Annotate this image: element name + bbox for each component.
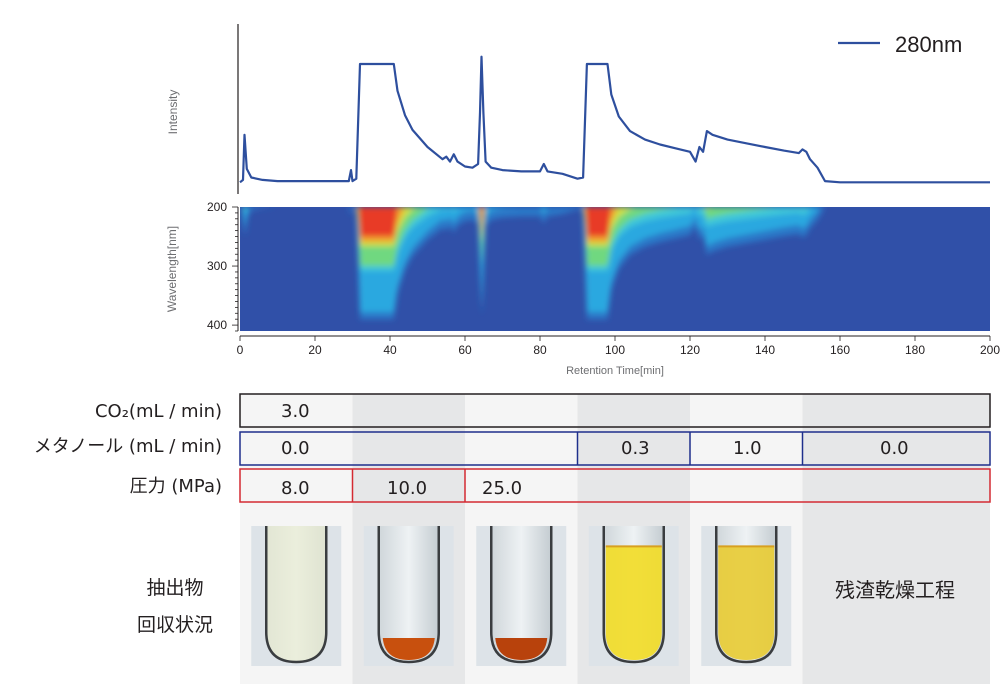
pressure-label: 圧力 (MPa) <box>129 476 222 497</box>
tube-outline <box>602 526 665 664</box>
intensity-panel: Intensity 280nm <box>166 24 990 194</box>
tube-glass <box>378 526 439 662</box>
y-tick-label-400: 400 <box>207 318 227 332</box>
methanol-value-3: 1.0 <box>733 438 762 459</box>
x-tick-label-160: 160 <box>830 343 850 357</box>
heatmap-contour-3 <box>240 207 990 271</box>
x-axis-label: Retention Time[min] <box>566 365 664 377</box>
x-tick-label-0: 0 <box>237 343 244 357</box>
x-tick-label-60: 60 <box>458 343 472 357</box>
background-band-6 <box>802 394 990 684</box>
condition-row-1 <box>239 393 991 428</box>
co2-value: 3.0 <box>281 401 310 422</box>
heatmap-contour-7 <box>240 207 990 237</box>
methanol-flow-label: メタノール (mL / min) <box>33 436 222 457</box>
extract-label-line-2: 回収状況 <box>136 614 213 636</box>
condition-table <box>239 393 991 503</box>
tube-outline <box>377 526 440 664</box>
extract-label-line-1: 抽出物 <box>146 577 204 599</box>
x-tick-label-40: 40 <box>383 343 397 357</box>
legend: 280nm <box>838 32 962 57</box>
heatmap-panel: 200 300 400 0 20 40 60 80 100 120 140 160 180 200 Wa… <box>165 200 1000 377</box>
condition-row-frame <box>239 468 991 503</box>
series-line-280nm <box>239 55 990 184</box>
condition-row-frame <box>239 431 991 466</box>
x-tick-label-120: 120 <box>680 343 700 357</box>
residue-drying-label: 残渣乾燥工程 <box>835 578 955 602</box>
pressure-value-3: 25.0 <box>482 478 523 499</box>
legend-label: 280nm <box>895 32 962 57</box>
tube-liquid <box>605 546 662 660</box>
co2-flow-label: CO₂(mL / min) <box>94 401 222 422</box>
methanol-value-2: 0.3 <box>621 438 650 459</box>
condition-row-3 <box>239 468 991 503</box>
tube-sediment <box>382 638 435 660</box>
pressure-value-2: 10.0 <box>387 478 428 499</box>
methanol-value-4: 0.0 <box>880 438 909 459</box>
tube-liquid <box>266 526 327 662</box>
tube-2 <box>363 526 454 666</box>
x-tick-label-80: 80 <box>533 343 547 357</box>
intensity-ylabel: Intensity <box>166 90 180 135</box>
heatmap-contour-4 <box>240 207 990 266</box>
x-tick-label-180: 180 <box>905 343 925 357</box>
tube-1 <box>251 526 342 666</box>
extract-tubes <box>251 526 792 666</box>
pressure-value-1: 8.0 <box>281 478 310 499</box>
x-tick-label-100: 100 <box>605 343 625 357</box>
x-tick-label-140: 140 <box>755 343 775 357</box>
heatmap-ylabel: Wavelength[nm] <box>165 226 179 312</box>
tube-5 <box>701 526 792 666</box>
tube-outline <box>715 526 778 664</box>
x-tick-label-20: 20 <box>308 343 322 357</box>
tube-3 <box>476 526 567 666</box>
tube-glass <box>491 526 552 662</box>
condition-row-frame <box>239 393 991 428</box>
heatmap-contour-2 <box>240 207 990 312</box>
y-tick-label-200: 200 <box>207 200 227 214</box>
x-tick-label-200: 200 <box>980 343 1000 357</box>
y-tick-label-300: 300 <box>207 259 227 273</box>
tube-outline <box>265 526 328 664</box>
condition-row-2 <box>239 431 991 466</box>
tube-liquid <box>718 546 775 660</box>
tube-4 <box>588 526 679 666</box>
tube-sediment <box>495 638 548 660</box>
tube-outline <box>490 526 553 664</box>
methanol-value-1: 0.0 <box>281 438 310 459</box>
